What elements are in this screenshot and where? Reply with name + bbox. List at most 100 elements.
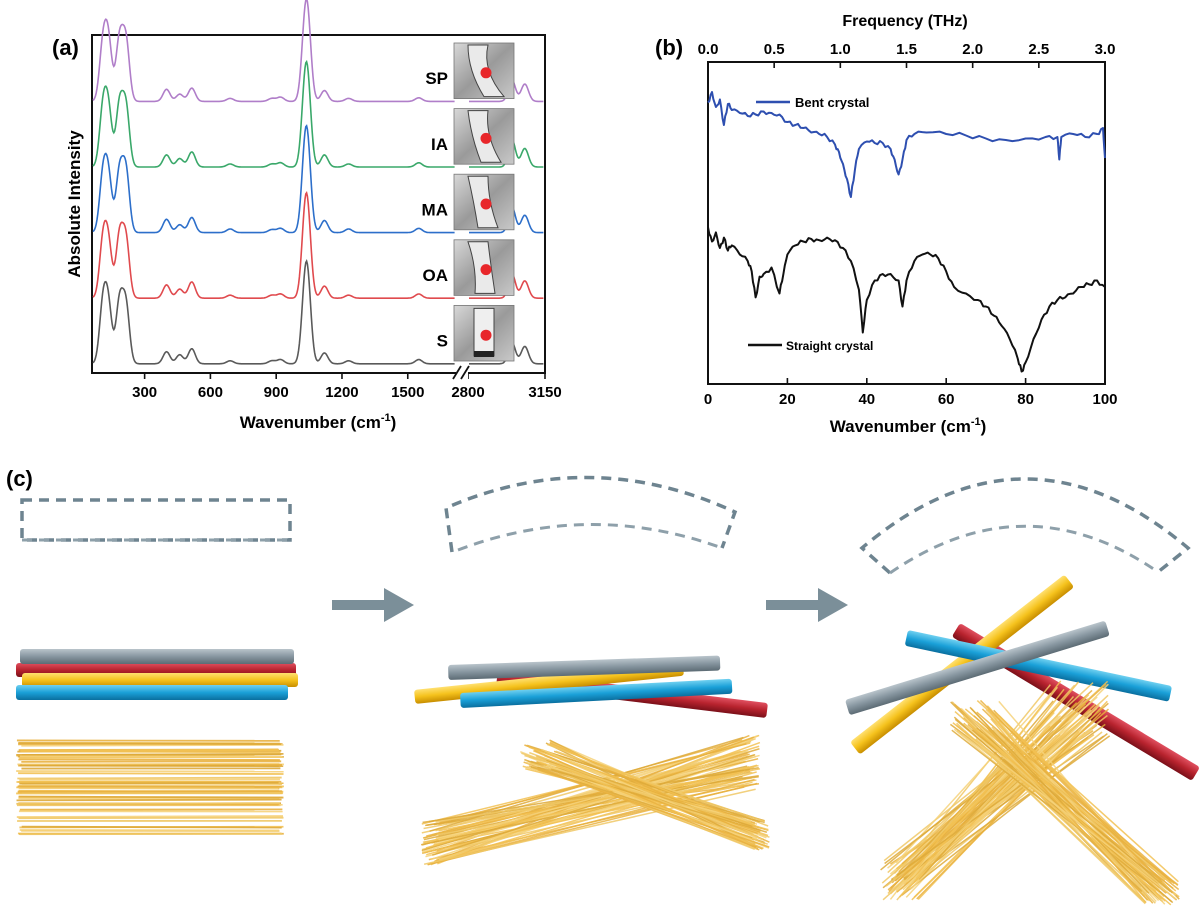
- spaghetti-strand: [555, 750, 765, 823]
- spaghetti-strand: [428, 767, 759, 823]
- spaghetti-strand: [18, 795, 284, 799]
- spaghetti-strand: [420, 775, 743, 846]
- panel-label-b: (b): [655, 35, 683, 60]
- spaghetti-strand: [438, 753, 756, 841]
- spaghetti-strand: [438, 768, 761, 832]
- spaghetti-strand: [976, 711, 1179, 887]
- spaghetti-strand: [969, 706, 1150, 894]
- x-tick-label: 3150: [528, 384, 561, 401]
- arrow-right-icon: [332, 588, 414, 622]
- top-x-tick-label: 3.0: [1095, 41, 1116, 58]
- panel-b-top-axis-title: Frequency (THz): [842, 13, 967, 30]
- spaghetti-strand: [951, 729, 1162, 893]
- spaghetti-strand: [533, 749, 759, 850]
- spaghetti-strand: [432, 754, 756, 856]
- spaghetti-strand: [20, 748, 279, 752]
- spaghetti-strand: [979, 699, 1163, 883]
- spectrum-label-sp: SP: [425, 69, 448, 88]
- spaghetti-strand: [21, 791, 281, 795]
- spaghetti-strand: [16, 802, 280, 805]
- top-x-tick-label: 2.5: [1028, 41, 1049, 58]
- panel-a-raman-spectra: 300 600 900 1200 1500 2800 3150 S OA MA IA SP Abso…: [65, 0, 562, 432]
- spaghetti-strand: [528, 746, 751, 830]
- x-tick-label: 1500: [391, 384, 424, 401]
- spaghetti-strand: [549, 743, 757, 828]
- spaghetti-strand: [17, 776, 282, 780]
- spaghetti-strand: [913, 684, 1076, 864]
- spaghetti-strand: [901, 733, 1108, 896]
- rods-bent: [414, 655, 768, 718]
- x-tick-label: 300: [132, 384, 157, 401]
- spaghetti-strand: [18, 742, 282, 746]
- spectrum-label-ia: IA: [431, 135, 448, 154]
- thz-curve-bent: [707, 91, 1106, 198]
- panel-c-illustration: [16, 475, 1199, 906]
- spaghetti-strand: [529, 751, 758, 838]
- x-tick-label: 600: [198, 384, 223, 401]
- spaghetti-strand: [18, 816, 284, 820]
- spaghetti-strand: [954, 710, 1160, 891]
- panel-b-x-axis-title: Wavenumber (cm-1): [830, 416, 987, 436]
- x-tick-label: 900: [264, 384, 289, 401]
- spaghetti-strand: [17, 790, 282, 793]
- x-tick-label: 2800: [451, 384, 484, 401]
- x-tick-label: 0: [704, 391, 712, 408]
- spaghetti-strand: [896, 723, 1106, 876]
- spaghetti-strand: [554, 764, 764, 850]
- top-x-tick-label: 1.0: [830, 41, 851, 58]
- crystal-outline-more-bent: [859, 477, 1191, 575]
- spaghetti-strand: [21, 743, 284, 747]
- spaghetti-strand: [16, 753, 284, 756]
- x-tick-label: 80: [1017, 391, 1034, 408]
- spaghetti-strand: [21, 825, 282, 829]
- spectrum-line-oa: [92, 191, 455, 299]
- x-tick-label: 20: [779, 391, 796, 408]
- panel-a-frame: [91, 34, 546, 374]
- rods-straight: [16, 649, 298, 700]
- panel-a-y-axis-title: Absolute Intensity: [65, 130, 84, 278]
- top-x-tick-label: 1.5: [896, 41, 917, 58]
- thz-curve-straight: [707, 227, 1106, 373]
- rods-more-bent: [845, 575, 1199, 780]
- top-x-tick-label: 0.0: [698, 41, 719, 58]
- spaghetti-strand: [20, 750, 281, 754]
- spaghetti-strand: [430, 737, 756, 866]
- top-x-tick-label: 0.5: [764, 41, 785, 58]
- spaghetti-strand: [21, 760, 282, 763]
- spectrum-line-ia: [92, 59, 455, 168]
- legend-straight-label: Straight crystal: [786, 339, 873, 353]
- panel-b-thz-spectra: 0 20 40 60 80 100 0.0 0.5 1.0 1.5 2.0 2.5 3.0 Freque…: [698, 13, 1118, 436]
- panel-a-x-axis-title: Wavenumber (cm-1): [240, 412, 397, 432]
- spaghetti-bundle-bent: [420, 734, 770, 866]
- measurement-point-marker: [480, 67, 492, 79]
- axis-break-marker: [452, 365, 470, 380]
- x-tick-label: 1200: [325, 384, 358, 401]
- spectrum-label-ma: MA: [422, 200, 448, 219]
- spectrum-line-s: [92, 259, 455, 365]
- spaghetti-strand: [916, 712, 1102, 900]
- crystal-outline-straight: [20, 498, 292, 542]
- crystal-shape: [474, 351, 494, 357]
- spaghetti-strand: [542, 749, 760, 823]
- spaghetti-bundle-more-bent: [880, 680, 1180, 906]
- spectrum-label-s: S: [437, 332, 448, 351]
- spaghetti-strand: [427, 766, 755, 866]
- spaghetti-strand: [430, 749, 749, 861]
- panel-b-frame: [707, 61, 1106, 385]
- panel-label-c: (c): [6, 466, 33, 491]
- x-tick-label: 60: [938, 391, 955, 408]
- spaghetti-strand: [16, 815, 284, 818]
- panel-label-a: (a): [52, 35, 79, 60]
- legend-bent: Bent crystal: [756, 95, 869, 110]
- spaghetti-strand: [537, 769, 770, 848]
- spectrum-line-sp: [92, 0, 455, 103]
- x-tick-label: 100: [1092, 391, 1117, 408]
- measurement-point-marker: [480, 132, 492, 144]
- spaghetti-strand: [965, 733, 1177, 900]
- spaghetti-strand: [18, 772, 284, 775]
- spaghetti-strand: [915, 694, 1090, 879]
- top-x-tick-label: 2.0: [962, 41, 983, 58]
- measurement-point-marker: [480, 198, 492, 210]
- legend-straight: Straight crystal: [748, 339, 873, 353]
